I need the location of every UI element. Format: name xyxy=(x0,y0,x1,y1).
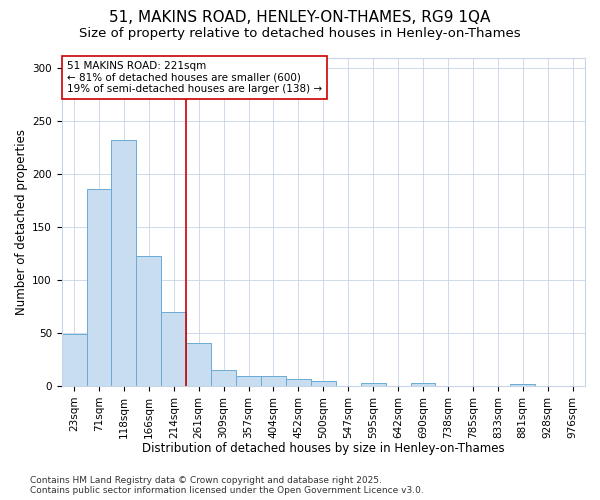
Text: Contains HM Land Registry data © Crown copyright and database right 2025.
Contai: Contains HM Land Registry data © Crown c… xyxy=(30,476,424,495)
Bar xyxy=(410,383,436,386)
X-axis label: Distribution of detached houses by size in Henley-on-Thames: Distribution of detached houses by size … xyxy=(142,442,505,455)
Bar xyxy=(510,384,535,386)
Bar xyxy=(286,378,311,386)
Text: 51 MAKINS ROAD: 221sqm
← 81% of detached houses are smaller (600)
19% of semi-de: 51 MAKINS ROAD: 221sqm ← 81% of detached… xyxy=(67,61,322,94)
Y-axis label: Number of detached properties: Number of detached properties xyxy=(15,128,28,314)
Bar xyxy=(136,256,161,386)
Bar xyxy=(186,342,211,386)
Bar xyxy=(236,376,261,386)
Bar xyxy=(311,380,336,386)
Bar xyxy=(86,189,112,386)
Bar xyxy=(261,376,286,386)
Bar xyxy=(211,370,236,386)
Text: 51, MAKINS ROAD, HENLEY-ON-THAMES, RG9 1QA: 51, MAKINS ROAD, HENLEY-ON-THAMES, RG9 1… xyxy=(109,10,491,25)
Bar xyxy=(62,334,86,386)
Bar xyxy=(112,140,136,386)
Text: Size of property relative to detached houses in Henley-on-Thames: Size of property relative to detached ho… xyxy=(79,28,521,40)
Bar xyxy=(161,312,186,386)
Bar xyxy=(361,383,386,386)
